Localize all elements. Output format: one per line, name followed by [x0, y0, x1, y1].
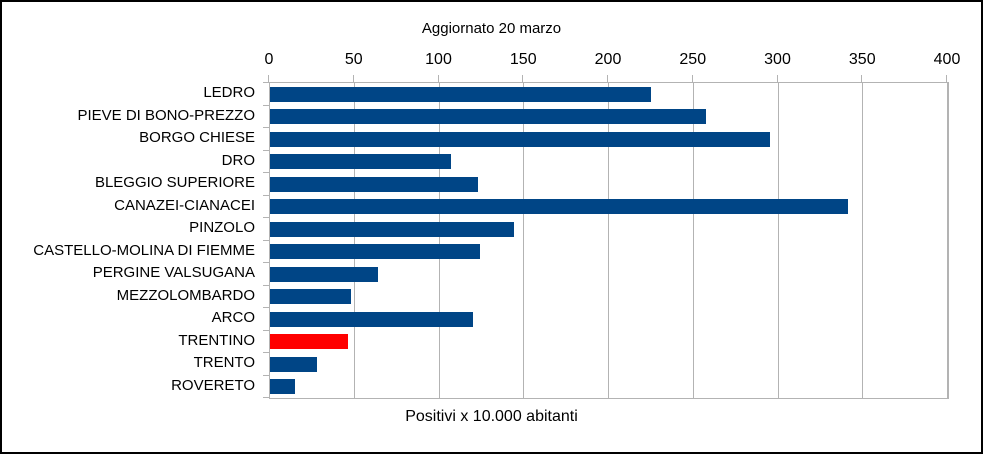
category-axis-tick — [263, 217, 269, 218]
x-axis-tick — [776, 75, 778, 82]
category-label: CANAZEI-CIANACEI — [114, 196, 255, 214]
bar-pieve-di-bono-prezzo — [270, 109, 706, 125]
x-axis-tick-label: 150 — [509, 51, 537, 68]
category-label: ARCO — [211, 309, 255, 326]
x-axis-tick-label: 250 — [679, 51, 707, 68]
category-axis-tick — [263, 329, 269, 331]
category-label: LEDRO — [203, 84, 255, 101]
category-label: BLEGGIO SUPERIORE — [94, 174, 255, 191]
category-axis-tick — [263, 352, 269, 353]
x-axis-tick — [946, 75, 947, 82]
bar-rovereto — [270, 379, 296, 395]
x-axis-tick — [691, 75, 693, 82]
category-axis-tick — [263, 307, 269, 308]
x-axis-tick-label: 300 — [764, 51, 791, 68]
category-axis-tick — [263, 127, 269, 128]
category-axis-tick — [263, 239, 269, 241]
bar-arco — [270, 311, 474, 327]
category-label: TRENTO — [193, 354, 255, 371]
category-label: MEZZOLOMBARDO — [116, 286, 255, 304]
gridline — [269, 83, 270, 398]
bar-bleggio-superiore — [270, 176, 479, 192]
bar-trento — [270, 356, 318, 372]
bar-pinzolo — [270, 221, 515, 237]
gridline — [777, 83, 779, 398]
category-axis-tick — [263, 397, 269, 398]
gridline — [692, 83, 694, 398]
bar-castello-molina-di-fiemme — [270, 244, 481, 260]
x-axis-tick — [352, 75, 354, 82]
category-label: ROVERETO — [171, 376, 255, 394]
category-axis-tick — [263, 172, 269, 173]
gridline — [947, 83, 948, 398]
gridline — [353, 83, 355, 398]
x-axis-tick — [607, 75, 608, 82]
bar-borgo-chiese — [270, 131, 771, 147]
chart-title: Aggiornato 20 marzo — [421, 20, 562, 37]
x-axis-tick-label: 350 — [848, 51, 876, 68]
category-axis-tick — [263, 149, 269, 151]
category-axis-tick — [263, 374, 269, 376]
x-axis-tick — [861, 75, 863, 82]
category-axis-tick — [263, 194, 269, 196]
category-axis-tick — [263, 82, 269, 83]
category-label: TRENTINO — [178, 331, 255, 349]
gridline — [523, 83, 525, 398]
x-axis: 0 50 100 150 200 250 300 350 400 — [265, 50, 960, 82]
x-axis-tick — [268, 75, 269, 82]
bar-ledro — [270, 86, 652, 102]
bar-canazei-cianacei — [270, 199, 848, 215]
category-label: PERGINE VALSUGANA — [92, 264, 255, 281]
x-axis-tick-label: 200 — [594, 51, 622, 68]
plot-area — [269, 82, 949, 399]
x-axis-tick — [437, 75, 439, 82]
bar-mezzolombardo — [270, 289, 352, 305]
category-axis-tick — [263, 104, 269, 106]
category-label: PIEVE DI BONO-PREZZO — [77, 106, 255, 124]
category-label: CASTELLO-MOLINA DI FIEMME — [33, 241, 255, 259]
category-label: BORGO CHIESE — [139, 129, 255, 146]
category-axis-tick — [263, 284, 269, 286]
x-axis-tick-label: 100 — [425, 51, 452, 68]
x-axis-tick-label: 400 — [933, 51, 961, 68]
x-axis-tick-label: 0 — [264, 51, 274, 68]
x-axis-title: Positivi x 10.000 abitanti — [405, 408, 578, 425]
category-axis-tick — [263, 262, 269, 263]
bar-pergine-valsugana — [270, 266, 379, 282]
category-label: DRO — [221, 151, 255, 169]
bar-trentino — [270, 334, 348, 350]
bar-dro — [270, 154, 452, 170]
x-axis-tick-label: 50 — [344, 51, 363, 68]
x-axis-tick — [522, 75, 524, 82]
category-axis: LEDRO PIEVE DI BONO-PREZZO BORGO CHIESE DRO… — [2, 82, 262, 399]
category-label: PINZOLO — [189, 219, 255, 236]
gridline — [608, 83, 609, 398]
gridline — [862, 83, 864, 398]
gridline — [438, 83, 440, 398]
